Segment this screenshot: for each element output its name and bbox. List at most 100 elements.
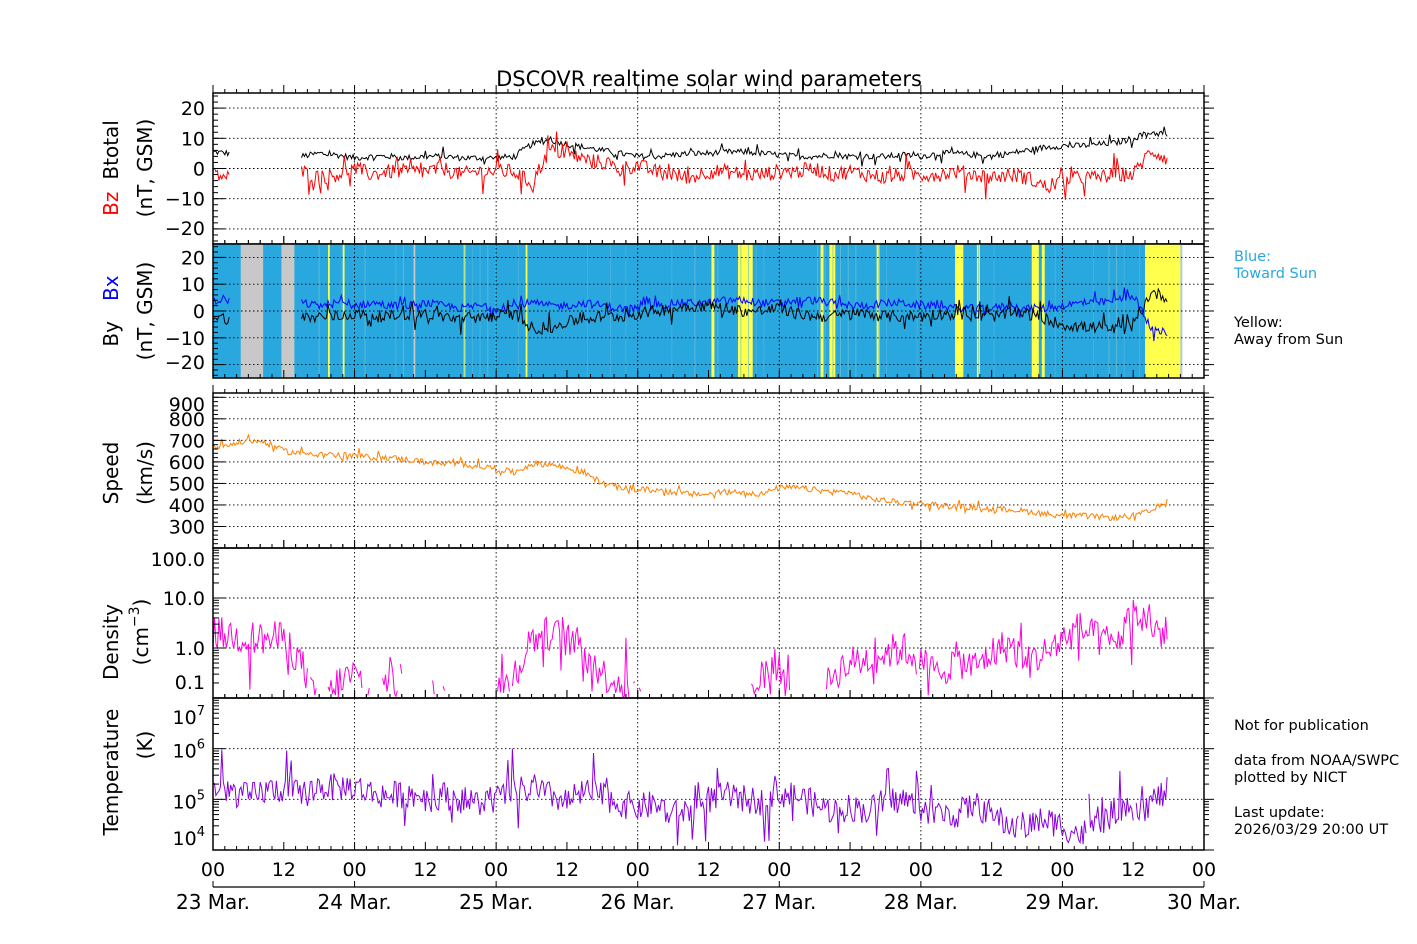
date-label: 25 Mar.: [459, 890, 533, 914]
panel-frame: [212, 392, 1205, 549]
y-tick-label: 400: [169, 495, 205, 517]
date-label: 26 Mar.: [601, 890, 675, 914]
sector-fine-line: [878, 244, 880, 378]
ylabel-speed: Speed: [99, 442, 123, 505]
y-tick-label: −10: [165, 328, 205, 350]
x-tick-label: 12: [696, 859, 720, 881]
sector-fine-line: [855, 244, 857, 378]
x-tick-label: 12: [413, 859, 437, 881]
ylabel-bxby: By Bx: [99, 275, 123, 346]
y-tick-label: −20: [165, 352, 205, 374]
y-tick-label-exponent: 4: [197, 825, 205, 840]
series-btotal: [213, 126, 1168, 167]
svg-text:ByBx: By Bx: [99, 275, 123, 346]
y-tick-label: 0: [193, 301, 205, 323]
x-tick-label: 12: [1121, 859, 1145, 881]
series-density: [213, 599, 1168, 698]
sector-fine-line: [748, 244, 750, 378]
y-tick-label: 500: [169, 473, 205, 495]
sector-fine-line: [464, 244, 466, 378]
ylabel-density: Density: [99, 604, 123, 680]
y-tick-label: −10: [165, 189, 205, 211]
date-label: 24 Mar.: [318, 890, 392, 914]
ylabel-bfield-unit: (nT, GSM): [133, 119, 157, 218]
y-tick-label: 107: [173, 704, 205, 729]
series-by: [213, 287, 1168, 335]
svg-text:(cm−3): (cm−3): [127, 599, 153, 666]
x-tick-label: 12: [838, 859, 862, 881]
sector-fine-line: [671, 244, 673, 378]
y-tick-label: 10: [181, 128, 205, 150]
panel-bfield: −20 −10 0 10 20: [165, 85, 1214, 245]
ylabel-bx: Bx: [99, 275, 123, 301]
x-tick-label: 00: [201, 859, 225, 881]
y-tick-label: 300: [169, 516, 205, 538]
sector-away: [1031, 244, 1039, 378]
sector-fine-line: [318, 244, 320, 378]
y-tick-label: 20: [181, 98, 205, 120]
y-tick-label: 0.1: [175, 672, 205, 694]
sector-fine-line: [479, 244, 481, 378]
sector-fine-line: [763, 244, 765, 378]
y-tick-label: 105: [173, 788, 205, 813]
y-tick-label: 700: [169, 430, 205, 452]
panel-bxby: −20−10 0 10 20: [165, 236, 1214, 379]
panels: −20−1001020−20−1001020300400500600700800…: [151, 85, 1214, 851]
density-unit-close: ): [129, 599, 153, 607]
date-label: 28 Mar.: [884, 890, 958, 914]
y-tick-label: 104: [173, 825, 205, 850]
y-tick-label: 800: [169, 409, 205, 431]
x-tick-label: 00: [342, 859, 366, 881]
y-tick-label: 10: [181, 274, 205, 296]
x-tick-label: 12: [272, 859, 296, 881]
sector-away: [525, 244, 528, 378]
y-tick-label: 600: [169, 452, 205, 474]
y-tick-label-exponent: 5: [197, 788, 205, 803]
sector-fine-line: [832, 244, 834, 378]
note-last-update-value: 2026/03/29 20:00 UT: [1234, 822, 1388, 838]
x-tick-label: 00: [626, 859, 650, 881]
sector-away: [955, 244, 964, 378]
ylabel-temperature: Temperature: [99, 709, 123, 837]
note-data-source: data from NOAA/SWPC: [1234, 753, 1399, 769]
ylabel-bfield: Bz Btotal: [99, 120, 123, 216]
x-tick-label: 12: [555, 859, 579, 881]
density-unit-base: (cm: [129, 627, 153, 665]
y-tick-label-base: 10: [173, 707, 197, 729]
sector-fine-line: [586, 244, 588, 378]
y-tick-label: 20: [181, 247, 205, 269]
date-label: 29 Mar.: [1025, 890, 1099, 914]
y-tick-label: 100.0: [151, 549, 205, 571]
y-tick-label-base: 10: [173, 791, 197, 813]
panel-frame: [212, 697, 1205, 851]
y-tick-label-base: 10: [173, 741, 197, 763]
sector-fine-line: [471, 244, 473, 378]
panel-frame: [212, 547, 1205, 699]
svg-text:BzBtotal: Bz Btotal: [99, 120, 123, 216]
series-bx: [213, 287, 1168, 342]
y-tick-label-base: 10: [173, 828, 197, 850]
panel-density: 0.1 1.0 10.0 100.0: [151, 540, 1214, 699]
ylabel-density-unit: (cm−3): [127, 599, 153, 666]
date-label: 27 Mar.: [742, 890, 816, 914]
note-not-for-publication: Not for publication: [1234, 718, 1369, 734]
series-speed: [213, 433, 1168, 522]
legend-yellow-label: Yellow:: [1233, 315, 1283, 331]
y-tick-label: 106: [173, 738, 205, 763]
y-tick-label: 10.0: [163, 588, 205, 610]
x-tick-label: 00: [909, 859, 933, 881]
sector-fine-line: [840, 244, 842, 378]
x-tick-label: 00: [1192, 859, 1216, 881]
x-tick-label: 00: [767, 859, 791, 881]
sector-fine-line: [886, 244, 888, 378]
note-last-update-label: Last update:: [1234, 805, 1325, 821]
sector-fine-line: [1054, 244, 1056, 378]
sector-fine-line: [1123, 244, 1125, 378]
density-unit-exponent: −3: [127, 606, 143, 627]
sector-fine-line: [1139, 244, 1141, 378]
sector-fine-line: [395, 244, 397, 378]
ylabel-by: By: [99, 321, 123, 347]
date-label: 30 Mar.: [1167, 890, 1241, 914]
